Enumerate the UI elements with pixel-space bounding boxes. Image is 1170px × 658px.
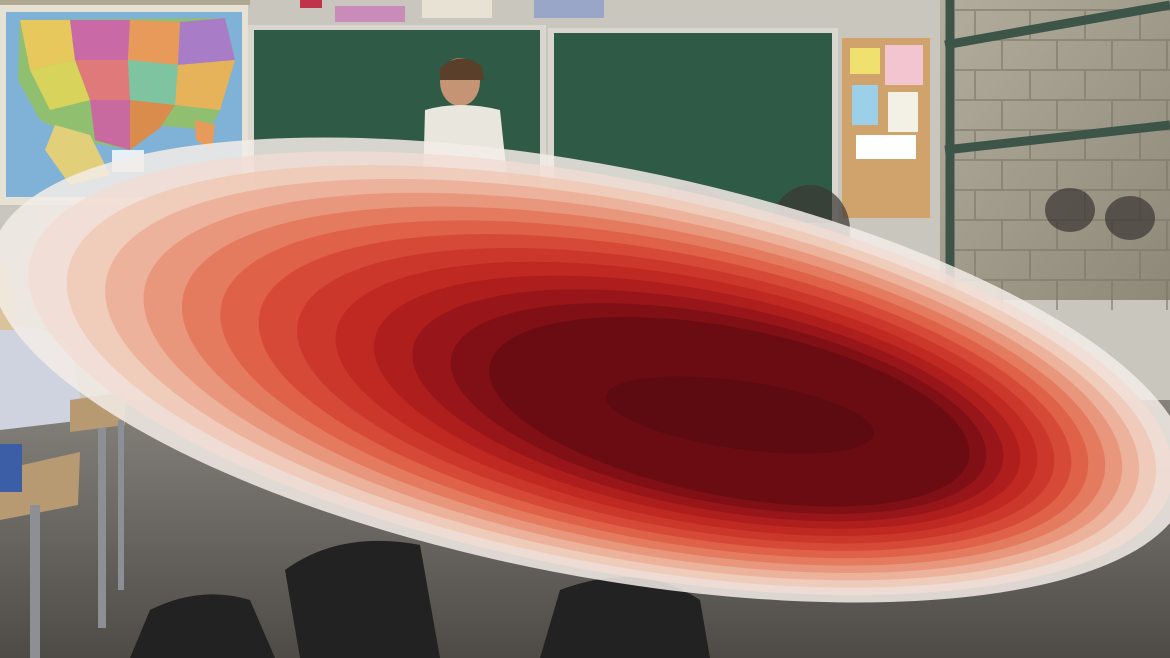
heatmap-peak: [606, 376, 874, 454]
poster-top-1: [335, 6, 405, 22]
backpacks: [130, 540, 710, 658]
window-frame: [944, 0, 1170, 300]
heatmap-overlay: [0, 137, 1170, 603]
poster-top-3: [534, 0, 604, 18]
poster-top-4: [300, 0, 322, 8]
poster-top-2: [422, 0, 492, 18]
bulletin-board: [842, 38, 930, 218]
